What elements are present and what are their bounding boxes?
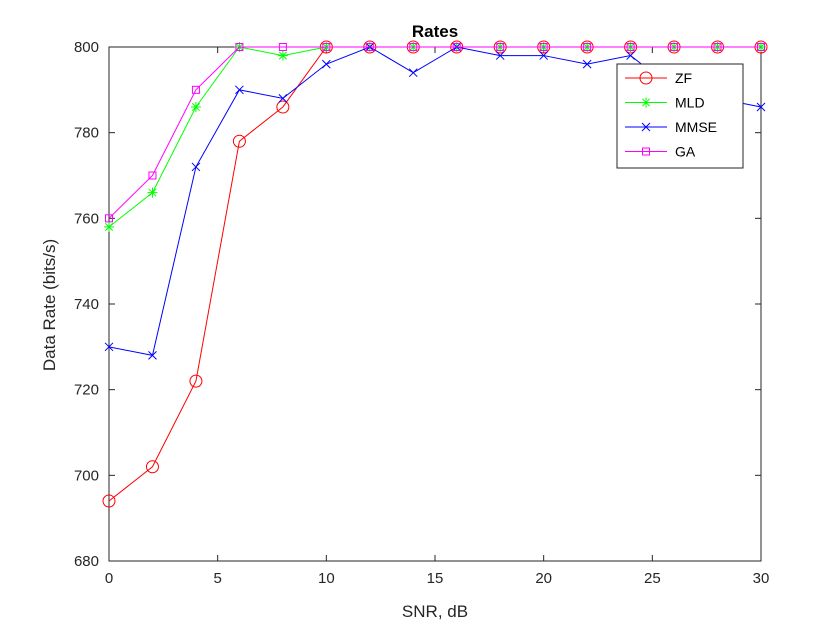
data-point-mmse <box>626 51 635 60</box>
x-tick-label: 15 <box>427 570 444 587</box>
data-point-mmse <box>582 59 592 69</box>
x-axis-title: SNR, dB <box>402 602 468 621</box>
legend-label: MMSE <box>675 119 717 135</box>
y-tick-label: 800 <box>74 39 99 56</box>
y-tick-label: 760 <box>74 210 99 227</box>
data-point-mmse <box>539 51 549 60</box>
data-point-mmse <box>321 59 331 69</box>
data-point-ga <box>452 43 461 51</box>
data-point-ga <box>235 43 244 51</box>
data-point-mld <box>190 101 201 112</box>
y-tick-label: 720 <box>74 382 99 399</box>
legend-item-mld: MLD <box>625 95 705 111</box>
legend-item-ga: GA <box>625 144 696 160</box>
data-point-ga <box>365 43 374 51</box>
data-point-ga <box>148 171 157 180</box>
legend-marker <box>641 122 651 132</box>
x-tick-label: 25 <box>644 570 661 587</box>
data-point-mld <box>147 187 158 198</box>
data-point-zf <box>145 460 159 474</box>
data-point-zf <box>189 374 203 388</box>
x-tick-label: 30 <box>753 570 770 587</box>
y-tick-label: 680 <box>74 553 99 570</box>
x-tick-label: 0 <box>105 570 113 587</box>
data-point-ga <box>713 43 722 51</box>
legend-label: GA <box>675 144 696 160</box>
data-point-zf <box>276 100 290 114</box>
legend-marker <box>642 147 650 156</box>
series-line-ga <box>108 46 761 219</box>
data-point-ga <box>757 43 765 51</box>
data-point-ga <box>322 43 331 51</box>
data-point-mmse <box>148 351 157 360</box>
x-tick-label: 10 <box>318 570 335 587</box>
y-tick-label: 740 <box>74 296 99 313</box>
y-axis-title: Data Rate (bits/s) <box>40 239 59 371</box>
data-point-mld <box>104 221 114 232</box>
y-tick-label: 780 <box>74 125 99 142</box>
data-point-mld <box>277 50 288 61</box>
data-point-ga <box>409 43 418 51</box>
data-point-mmse <box>756 102 766 112</box>
legend: ZF MLD MMSE GA <box>616 63 744 169</box>
data-point-ga <box>670 43 679 51</box>
data-point-mmse <box>104 342 114 352</box>
data-point-mmse <box>235 85 244 95</box>
x-tick-label: 20 <box>535 570 552 587</box>
legend-label: ZF <box>675 70 692 86</box>
data-point-ga <box>278 43 287 51</box>
data-point-ga <box>539 43 548 51</box>
chart-title: Rates <box>412 22 458 41</box>
data-point-ga <box>626 43 635 51</box>
legend-marker <box>641 97 651 108</box>
series-ga <box>105 43 765 223</box>
data-point-ga <box>583 43 592 51</box>
legend-item-zf: ZF <box>625 70 692 86</box>
x-tick-label: 5 <box>213 570 221 587</box>
data-point-zf <box>232 134 246 148</box>
legend-item-mmse: MMSE <box>625 119 717 135</box>
data-point-zf <box>102 494 116 508</box>
legend-label: MLD <box>675 95 705 111</box>
data-point-ga <box>496 43 505 51</box>
legend-box <box>616 63 744 169</box>
data-point-mmse <box>278 94 288 103</box>
data-point-mmse <box>191 162 201 172</box>
data-point-ga <box>105 214 113 223</box>
data-point-ga <box>191 85 200 94</box>
legend-marker <box>639 71 653 85</box>
y-tick-label: 700 <box>74 467 99 484</box>
data-point-mmse <box>408 68 418 78</box>
data-point-mmse <box>495 51 505 60</box>
